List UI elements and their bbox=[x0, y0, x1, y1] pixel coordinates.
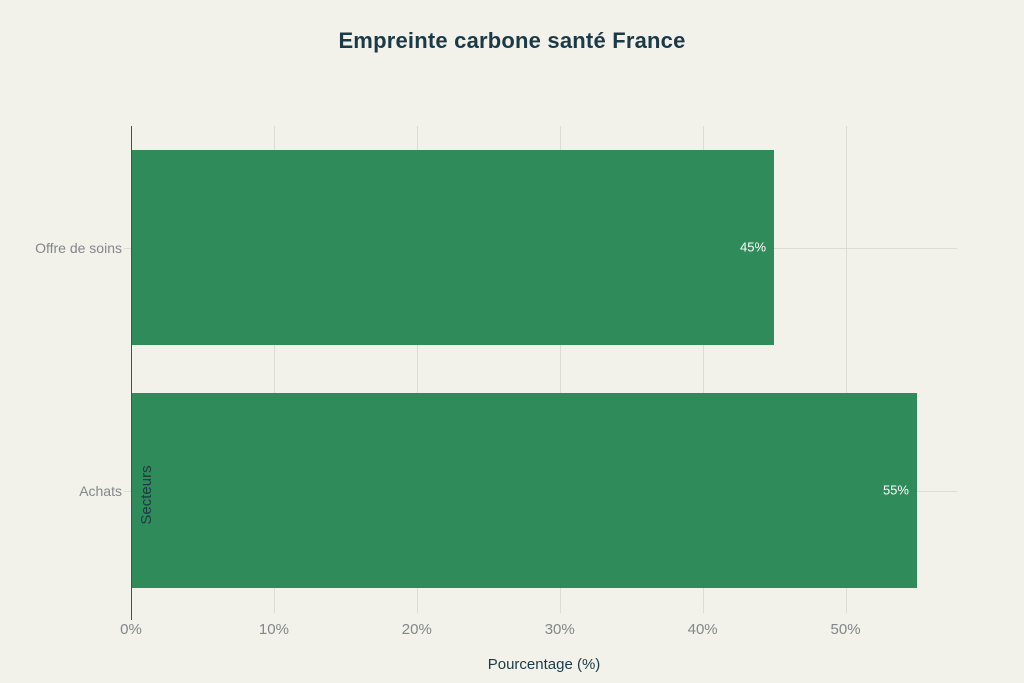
x-tick-label: 20% bbox=[401, 621, 432, 638]
chart-title: Empreinte carbone santé France bbox=[338, 28, 686, 53]
x-tick-label: 30% bbox=[544, 621, 575, 638]
x-tick-label: 0% bbox=[120, 621, 142, 638]
x-tick-label: 40% bbox=[687, 621, 718, 638]
x-gridline bbox=[416, 126, 418, 613]
plot-area: 45% 55% Secteurs bbox=[131, 126, 957, 620]
y-category-label: Offre de soins bbox=[35, 239, 122, 256]
x-tick-label: 50% bbox=[830, 621, 861, 638]
x-gridline bbox=[702, 126, 704, 613]
x-gridline bbox=[845, 126, 847, 613]
bar-offre-de-soins: 45% bbox=[131, 150, 775, 345]
y-category-label: Achats bbox=[79, 482, 122, 499]
bar-value-label: 55% bbox=[882, 482, 909, 498]
x-gridline bbox=[273, 126, 275, 613]
y-axis-title: Secteurs bbox=[138, 465, 155, 525]
bar-achats: 55% bbox=[131, 393, 917, 588]
x-axis-title: Pourcentage (%) bbox=[487, 656, 601, 673]
y-tick bbox=[124, 490, 131, 492]
y-tick bbox=[124, 247, 131, 249]
x-tick-label: 10% bbox=[258, 621, 289, 638]
bar-value-label: 45% bbox=[740, 239, 767, 255]
y-axis-line bbox=[131, 126, 132, 620]
x-gridline bbox=[559, 126, 561, 613]
